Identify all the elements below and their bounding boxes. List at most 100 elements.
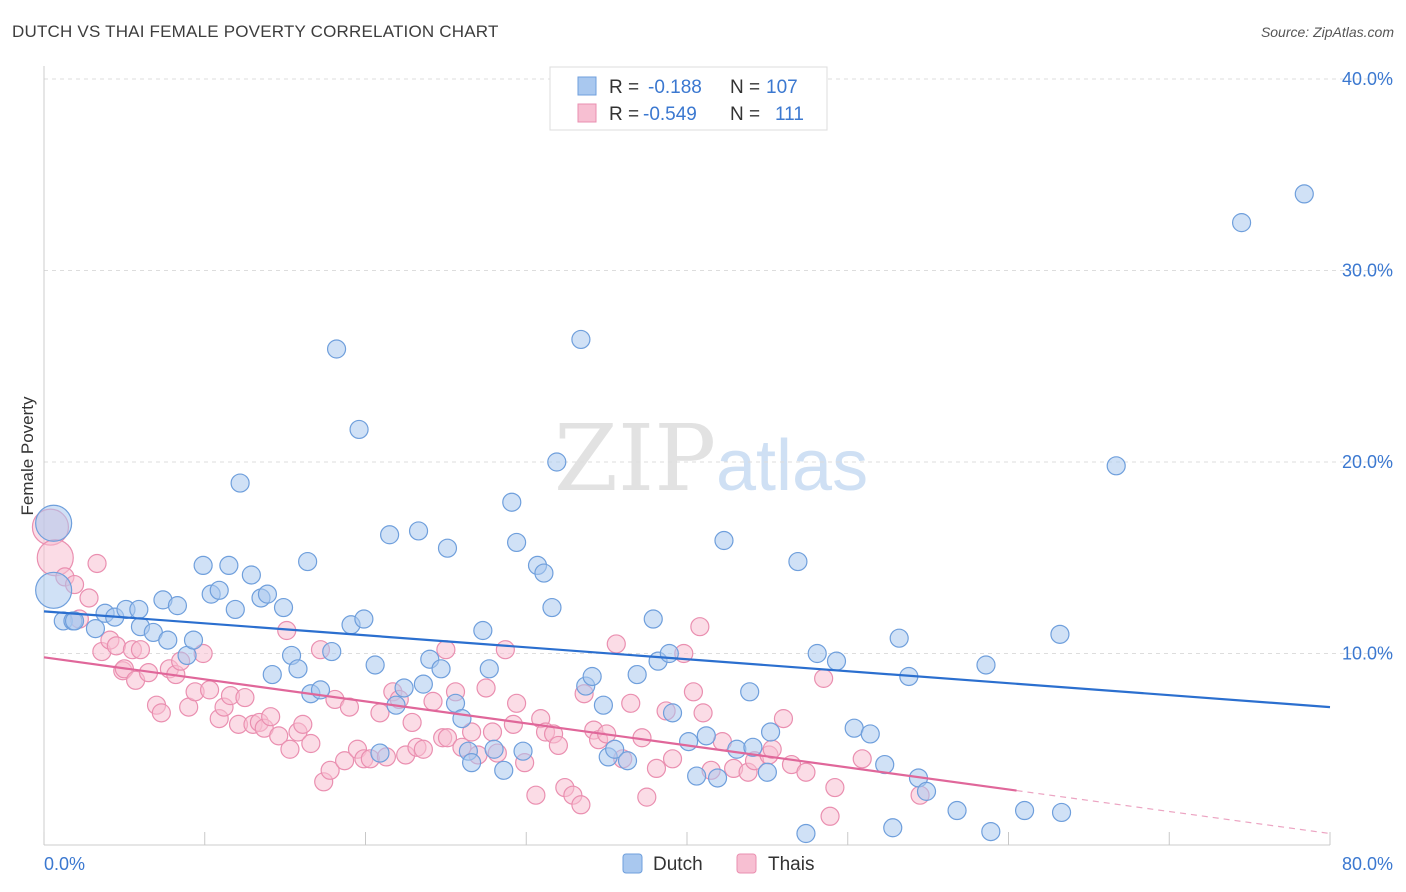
dutch-point (257, 584, 278, 604)
dutch-point (571, 329, 591, 350)
dutch-point (788, 551, 808, 572)
dutch-point (883, 818, 903, 838)
dutch-point (757, 762, 777, 782)
dutch-point (502, 492, 522, 512)
legend-thai-n-value: 111 (775, 104, 804, 125)
dutch-point (193, 555, 213, 576)
dutch-point (431, 659, 451, 679)
dutch-point (707, 768, 728, 788)
dutch-point (513, 741, 533, 761)
dutch-point (617, 751, 638, 771)
dutch-point (437, 538, 458, 558)
series-legend: Dutch Thais (622, 853, 814, 875)
dutch-point (273, 597, 294, 618)
dutch-point (605, 739, 625, 759)
thai-point (852, 749, 872, 769)
dutch-point (643, 609, 663, 629)
dutch-point (796, 823, 816, 844)
thai-point (370, 703, 390, 723)
thai-point (199, 680, 220, 700)
dutch-point (479, 659, 499, 679)
thai-point (621, 693, 641, 713)
y-axis-title: Female Poverty (18, 396, 37, 516)
thai-point (320, 760, 340, 780)
thai-point (825, 777, 845, 798)
dutch-point (326, 339, 347, 359)
thai-point (436, 640, 456, 660)
thai-point (106, 636, 126, 656)
thai-point (693, 703, 713, 723)
dutch-point (687, 766, 707, 786)
x-tick-label-max: 80.0% (1342, 854, 1393, 874)
thai-series-points (31, 508, 930, 826)
dutch-point (241, 565, 261, 585)
dutch-point (593, 695, 614, 715)
dutch-point (1050, 624, 1070, 644)
legend-thai-n-label: N = (730, 104, 760, 125)
dutch-point (714, 530, 734, 551)
dutch-point (230, 473, 250, 493)
thai-point (235, 687, 255, 708)
thai-point (773, 709, 794, 729)
dutch-point (916, 781, 937, 801)
thai-point (814, 668, 834, 688)
thai-point (269, 726, 289, 746)
trend-lines (43, 610, 1331, 835)
thai-point (495, 640, 515, 660)
thai-point (79, 588, 99, 608)
dutch-point (860, 724, 880, 744)
thai-point (796, 762, 816, 782)
dutch-point (947, 800, 967, 821)
y-tick-labels: 10.0% 20.0% 30.0% 40.0% (1342, 69, 1393, 664)
legend-dutch-n-label: N = (730, 77, 760, 98)
dutch-point (889, 628, 909, 648)
dutch-point (547, 452, 567, 472)
thai-point (461, 722, 482, 742)
dutch-point (354, 609, 374, 629)
dutch-point (1051, 802, 1072, 823)
bottom-legend-label-thai: Thais (768, 854, 814, 875)
thai-point (637, 787, 657, 807)
dutch-point (542, 597, 562, 618)
bottom-legend-swatch-thai (736, 853, 757, 874)
dutch-point (262, 664, 282, 685)
dutch-point (727, 739, 747, 759)
x-tick-marks (43, 832, 1331, 845)
watermark-zip: ZIP (554, 405, 716, 512)
dutch-point (662, 703, 683, 723)
thai-point (335, 751, 355, 771)
dutch-point (85, 619, 106, 639)
thai-point (301, 733, 321, 754)
dutch-point (981, 821, 1001, 842)
dutch-point (413, 674, 433, 694)
thai-trend-line (43, 656, 1017, 792)
thai-point (646, 758, 667, 779)
y-tick-label-1: 20.0% (1342, 452, 1393, 472)
dutch-point (370, 743, 390, 763)
dutch-point (209, 580, 229, 600)
dutch-point (976, 655, 996, 675)
dutch-point (473, 620, 493, 641)
legend-dutch-n-value: 107 (766, 77, 798, 98)
thai-point (683, 682, 704, 702)
dutch-point (461, 753, 482, 773)
thai-point (87, 553, 107, 574)
thai-point (690, 617, 710, 637)
thai-point (423, 691, 443, 711)
legend-dutch-r-value: -0.188 (648, 77, 702, 98)
legend-thai-r-label: R = (609, 104, 639, 125)
dutch-point (1294, 184, 1314, 204)
dutch-point (1106, 456, 1126, 476)
thai-point (606, 634, 626, 654)
dutch-point (807, 643, 827, 664)
legend-thai-r-value: -0.549 (643, 104, 697, 125)
y-tick-label-3: 40.0% (1342, 69, 1393, 89)
thai-point (437, 728, 458, 748)
dutch-point (494, 760, 514, 780)
dutch-point (349, 419, 369, 440)
dutch-point (659, 643, 679, 664)
thai-point (820, 806, 840, 826)
dutch-point (1231, 213, 1252, 233)
thai-point (571, 795, 591, 815)
